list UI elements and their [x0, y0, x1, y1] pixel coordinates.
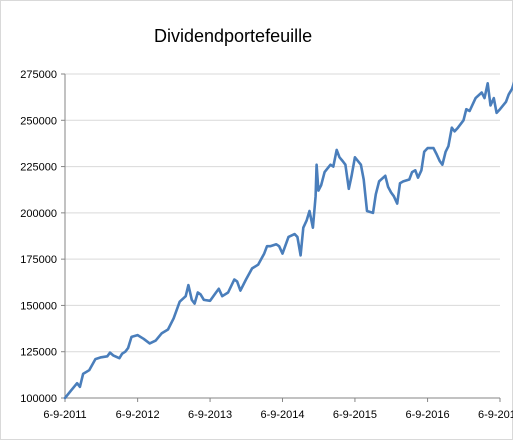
chart-title: Dividendportefeuille	[154, 26, 313, 46]
y-tick-label: 150000	[20, 300, 57, 312]
x-tick-label: 6-9-2017	[478, 409, 513, 421]
x-tick-label: 6-9-2015	[333, 409, 377, 421]
x-tick-label: 6-9-2012	[116, 409, 160, 421]
y-axis-ticks: 100000 125000 150000 175000 200000 225000 2500…	[20, 69, 65, 405]
gridlines	[65, 73, 500, 353]
x-tick-label: 6-9-2014	[260, 409, 304, 421]
series-line	[63, 81, 513, 400]
y-tick-label: 200000	[20, 208, 57, 220]
y-tick-label: 100000	[20, 393, 57, 405]
y-tick-label: 125000	[20, 347, 57, 359]
x-axis-ticks: 6-9-2011 6-9-2012 6-9-2013 6-9-2014 6-9-2015…	[43, 398, 513, 421]
x-tick-label: 6-9-2016	[406, 409, 450, 421]
y-tick-label: 175000	[20, 254, 57, 266]
axes	[64, 74, 500, 399]
y-tick-label: 275000	[20, 69, 57, 81]
x-tick-label: 6-9-2011	[43, 409, 86, 421]
x-tick-label: 6-9-2013	[188, 409, 232, 421]
y-tick-label: 225000	[20, 162, 57, 174]
y-tick-label: 250000	[20, 115, 57, 127]
series-group	[63, 81, 513, 400]
